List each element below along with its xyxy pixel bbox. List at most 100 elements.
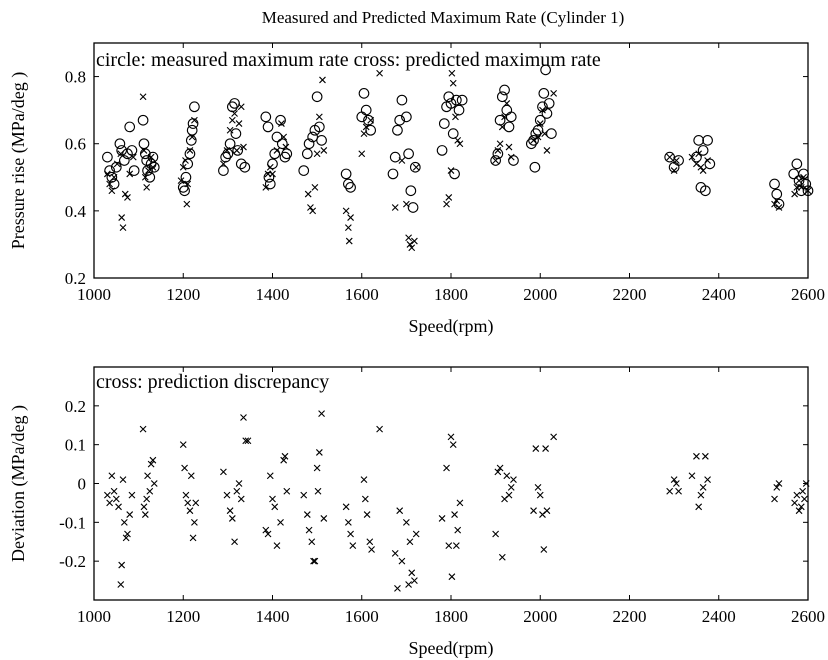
data-point-cross	[244, 437, 252, 445]
data-point-cross	[699, 167, 707, 174]
data-point-cross	[223, 147, 231, 154]
data-point-cross	[128, 491, 136, 499]
data-point-cross	[503, 472, 511, 480]
data-point-cross	[308, 538, 316, 546]
data-point-cross	[406, 241, 414, 248]
data-point-cross	[106, 180, 114, 188]
data-point-circle	[389, 151, 401, 163]
data-point-cross	[220, 468, 227, 476]
data-point-circle	[180, 171, 192, 183]
data-point-circle	[490, 155, 501, 166]
data-point-cross	[510, 476, 517, 484]
data-point-cross	[534, 133, 542, 141]
data-point-cross	[266, 472, 274, 480]
data-point-circle	[525, 138, 537, 150]
x-tick-label: 1600	[345, 285, 379, 304]
data-point-cross	[110, 173, 118, 181]
data-point-circle	[179, 185, 190, 197]
series-circle	[102, 64, 814, 213]
y-tick-label: 0	[78, 475, 87, 494]
data-point-circle	[501, 104, 513, 116]
data-point-cross	[192, 499, 200, 507]
data-point-cross	[534, 483, 542, 491]
data-point-cross	[313, 150, 321, 158]
data-point-cross	[771, 495, 778, 503]
data-point-cross	[445, 194, 453, 201]
data-point-cross	[310, 557, 317, 565]
data-point-circle	[445, 98, 457, 109]
data-point-cross	[773, 197, 781, 205]
y-tick-label: 0.2	[65, 269, 86, 288]
y-tick-label: 0.4	[65, 202, 87, 221]
pressure-rise-plot: 1000 1200 1400 1600 1800 2000 2200 2400 2600 0.2 0…	[8, 42, 825, 337]
data-point-circle	[494, 114, 506, 126]
data-point-circle	[239, 161, 251, 173]
data-point-circle	[704, 158, 716, 170]
data-point-circle	[186, 124, 198, 136]
data-point-circle	[104, 165, 115, 176]
data-point-circle	[260, 111, 272, 123]
data-point-cross	[183, 200, 191, 208]
data-point-cross	[314, 487, 322, 495]
data-point-cross	[126, 170, 134, 178]
data-point-cross	[449, 79, 457, 87]
data-point-cross	[189, 534, 197, 542]
data-point-circle	[528, 135, 539, 146]
data-point-cross	[699, 483, 707, 491]
x-axis-label: Speed(rpm)	[409, 638, 494, 659]
data-point-cross	[191, 518, 198, 526]
data-point-circle	[543, 98, 555, 109]
data-point-cross	[541, 130, 549, 138]
y-axis-label: Deviation (MPa/deg )	[8, 405, 29, 562]
data-point-cross	[675, 487, 682, 495]
data-point-cross	[454, 526, 462, 534]
data-point-cross	[672, 157, 680, 164]
data-point-circle	[358, 88, 370, 99]
data-point-cross	[124, 194, 131, 201]
data-point-cross	[186, 507, 194, 515]
plot-frame	[93, 42, 809, 279]
data-point-cross	[688, 472, 696, 480]
x-tick-label: 2600	[791, 285, 825, 304]
data-point-cross	[670, 167, 678, 174]
data-point-cross	[539, 106, 546, 114]
data-point-cross	[800, 173, 807, 181]
data-point-circle	[530, 128, 542, 139]
data-point-cross	[282, 143, 290, 151]
data-point-circle	[340, 168, 352, 180]
data-point-cross	[543, 507, 551, 515]
data-point-circle	[232, 145, 244, 156]
data-point-cross	[408, 244, 416, 252]
data-point-cross	[315, 449, 323, 456]
data-point-cross	[405, 581, 412, 588]
data-point-cross	[391, 550, 399, 557]
data-point-cross	[405, 234, 412, 242]
data-point-cross	[507, 483, 515, 491]
data-point-cross	[542, 445, 549, 452]
data-point-circle	[438, 118, 450, 129]
data-point-circle	[148, 161, 160, 173]
data-point-cross	[398, 157, 406, 164]
data-point-cross	[408, 569, 416, 577]
data-point-cross	[498, 123, 506, 131]
data-point-cross	[303, 511, 311, 518]
data-point-cross	[220, 160, 227, 168]
data-point-cross	[363, 511, 371, 518]
data-point-cross	[117, 150, 125, 158]
data-point-circle	[702, 135, 713, 146]
data-point-cross	[262, 526, 270, 534]
data-point-cross	[701, 452, 709, 460]
data-point-circle	[534, 114, 546, 126]
data-point-circle	[449, 168, 460, 180]
data-point-cross	[693, 452, 700, 460]
data-point-cross	[103, 170, 111, 178]
data-point-circle	[538, 88, 550, 99]
figure-title: Measured and Predicted Maximum Rate (Cyl…	[262, 8, 625, 27]
data-point-cross	[141, 511, 149, 518]
data-point-cross	[179, 441, 187, 449]
data-point-cross	[501, 113, 508, 121]
data-point-cross	[179, 163, 187, 171]
data-point-cross	[797, 183, 805, 191]
data-point-circle	[405, 185, 417, 197]
